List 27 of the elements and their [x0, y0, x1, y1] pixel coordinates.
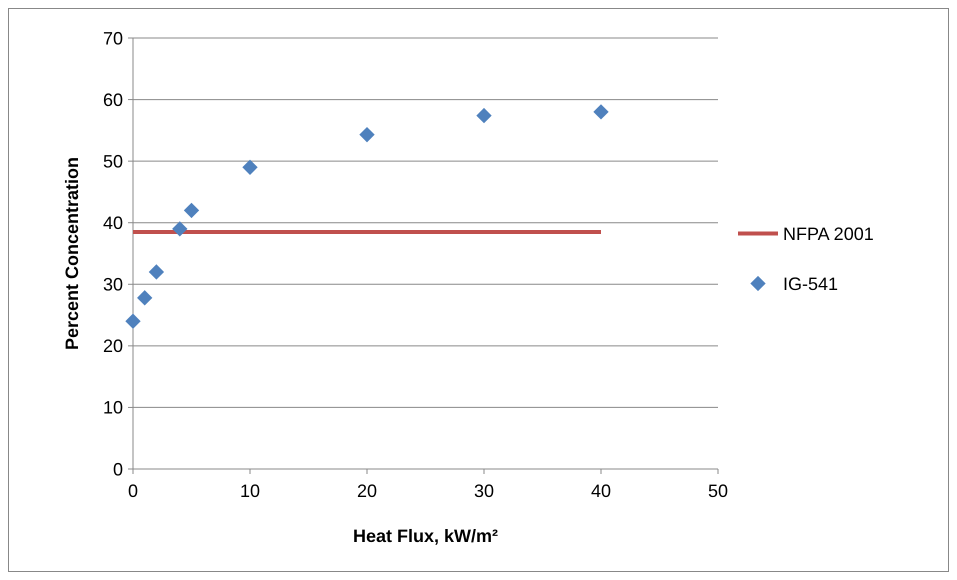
- x-tick-label: 10: [240, 481, 260, 501]
- y-tick-label: 40: [102, 213, 123, 234]
- point: [172, 221, 188, 237]
- x-tick-label: 50: [708, 481, 728, 501]
- x-tick-label: 0: [128, 481, 138, 501]
- y-tick-label: 20: [102, 336, 123, 356]
- point: [148, 264, 164, 280]
- y-tick-label: 0: [112, 459, 123, 480]
- y-tick-label: 50: [102, 151, 123, 172]
- y-tick-label: 10: [102, 398, 123, 418]
- x-tick-label: 30: [474, 481, 494, 501]
- point: [476, 108, 492, 124]
- point: [593, 104, 609, 120]
- legend-label: IG-541: [783, 274, 838, 294]
- y-tick-label: 70: [102, 28, 123, 48]
- point: [137, 290, 152, 306]
- x-tick-label: 20: [356, 481, 378, 501]
- legend-label: NFPA 2001: [783, 224, 874, 244]
- point: [359, 126, 375, 142]
- y-tick-label: 30: [102, 274, 123, 295]
- point: [125, 314, 141, 329]
- y-axis-title: Percent Concentration: [62, 156, 82, 350]
- point: [242, 160, 258, 175]
- x-axis-title: Heat Flux, kW/m²: [352, 526, 498, 546]
- y-tick-label: 60: [102, 90, 123, 110]
- x-tick-label: 40: [590, 481, 612, 501]
- point: [184, 202, 200, 218]
